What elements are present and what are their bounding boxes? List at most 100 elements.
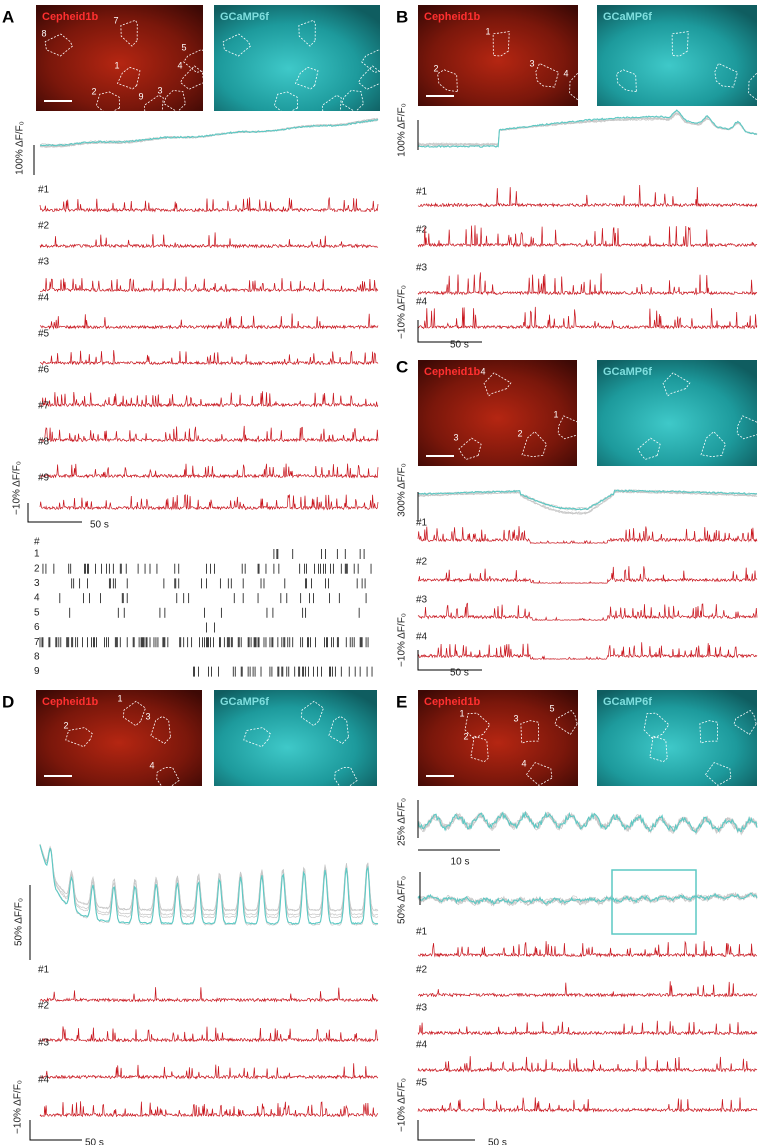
scale-label: −10% ΔF/F₀ bbox=[397, 1078, 408, 1132]
roi-label: 9 bbox=[138, 91, 143, 101]
image-title: Cepheid1b bbox=[42, 11, 99, 23]
summary-trace bbox=[417, 113, 758, 145]
image-title: Cepheid1b bbox=[42, 696, 99, 708]
mean-trace bbox=[417, 810, 758, 834]
roi-outline bbox=[334, 767, 358, 792]
roi-outline bbox=[300, 700, 324, 727]
roi-outline bbox=[298, 19, 316, 47]
trace-label: #9 bbox=[38, 473, 50, 484]
trace-label: #2 bbox=[416, 965, 428, 976]
roi-label: 4 bbox=[177, 60, 182, 70]
trace-label: #1 bbox=[416, 187, 428, 198]
image-title: Cepheid1b bbox=[424, 11, 481, 23]
scale-label: 300% ΔF/F₀ bbox=[397, 463, 408, 517]
trace-label: #1 bbox=[38, 965, 50, 976]
roi-outline bbox=[179, 65, 205, 90]
image-title: GCaMP6f bbox=[220, 696, 269, 708]
roi-label: 8 bbox=[41, 28, 46, 38]
roi-outline bbox=[361, 49, 385, 73]
roi-label: 3 bbox=[453, 432, 458, 442]
mean-trace bbox=[417, 109, 758, 148]
micrograph bbox=[418, 360, 577, 466]
trace-label: #2 bbox=[38, 221, 50, 232]
roi-outline bbox=[714, 62, 738, 88]
voltage-trace bbox=[417, 602, 758, 621]
roi-label: 1 bbox=[553, 409, 558, 419]
trace-label: #7 bbox=[38, 401, 50, 412]
roi-outline bbox=[243, 727, 271, 748]
roi-outline bbox=[557, 415, 581, 440]
voltage-trace bbox=[39, 494, 379, 511]
summary-trace bbox=[39, 119, 379, 146]
roi-outline bbox=[95, 91, 120, 115]
scale-label: −10% ΔF/F₀ bbox=[397, 285, 408, 339]
micrograph bbox=[597, 360, 757, 466]
roi-outline bbox=[116, 66, 141, 90]
trace-label: #4 bbox=[38, 1075, 50, 1086]
image-title: GCaMP6f bbox=[603, 11, 652, 23]
roi-label: 4 bbox=[563, 68, 568, 78]
roi-label: 2 bbox=[433, 63, 438, 73]
trace-label: #3 bbox=[38, 257, 50, 268]
scale-label: 50 s bbox=[450, 340, 469, 351]
voltage-trace bbox=[417, 940, 758, 958]
roi-label: 3 bbox=[145, 711, 150, 721]
roi-label: 1 bbox=[485, 26, 490, 36]
image-title: Cepheid1b bbox=[424, 696, 481, 708]
trace-label: #4 bbox=[38, 293, 50, 304]
raster-row-label: 1 bbox=[34, 549, 40, 560]
scale-bar bbox=[417, 320, 482, 343]
voltage-trace bbox=[39, 391, 379, 408]
trace-label: #1 bbox=[416, 518, 428, 529]
trace-label: #3 bbox=[416, 263, 428, 274]
roi-outline bbox=[183, 49, 207, 73]
roi-label: 7 bbox=[113, 15, 118, 25]
trace-label: #2 bbox=[416, 225, 428, 236]
raster-row-label: 2 bbox=[34, 563, 40, 574]
roi-outline bbox=[458, 437, 482, 460]
roi-label: 1 bbox=[114, 60, 119, 70]
roi-outline bbox=[156, 767, 180, 792]
trace-label: #1 bbox=[416, 927, 428, 938]
roi-outline bbox=[328, 715, 349, 745]
trace-label: #2 bbox=[416, 557, 428, 568]
raster-row-label: 8 bbox=[34, 652, 40, 663]
roi-outline bbox=[535, 62, 559, 88]
micrograph bbox=[214, 690, 377, 786]
voltage-trace bbox=[39, 313, 379, 330]
panel-label: E bbox=[396, 692, 407, 711]
summary-trace bbox=[39, 843, 379, 916]
raster-row-label: 4 bbox=[34, 593, 40, 604]
roi-label: 4 bbox=[480, 366, 485, 376]
voltage-trace bbox=[417, 1056, 758, 1073]
roi-label: 5 bbox=[181, 42, 186, 52]
scale-label: 50 s bbox=[85, 1138, 104, 1145]
trace-label: #3 bbox=[416, 1003, 428, 1014]
mean-trace bbox=[39, 118, 379, 147]
mean-trace bbox=[39, 844, 379, 925]
scale-label: 25% ΔF/F₀ bbox=[397, 798, 408, 846]
trace-label: #8 bbox=[38, 437, 50, 448]
image-title: GCaMP6f bbox=[603, 696, 652, 708]
voltage-trace bbox=[417, 306, 758, 330]
mean-trace bbox=[417, 892, 758, 905]
panel-label: B bbox=[396, 7, 408, 26]
roi-outline bbox=[700, 431, 726, 458]
roi-label: 4 bbox=[149, 760, 154, 770]
raster-row-label: 3 bbox=[34, 578, 40, 589]
trace-label: #4 bbox=[416, 1040, 428, 1051]
trace-label: #5 bbox=[38, 329, 50, 340]
zoom-box bbox=[611, 869, 697, 935]
roi-outline bbox=[273, 91, 298, 115]
roi-outline bbox=[470, 735, 489, 763]
voltage-trace bbox=[39, 232, 379, 249]
roi-label: 3 bbox=[529, 58, 534, 68]
summary-trace bbox=[417, 112, 758, 146]
trace-label: #2 bbox=[38, 1001, 50, 1012]
micrograph bbox=[36, 690, 202, 786]
roi-outline bbox=[733, 710, 757, 735]
roi-outline bbox=[492, 31, 510, 57]
roi-outline bbox=[662, 372, 691, 397]
trace-label: #3 bbox=[416, 595, 428, 606]
mean-trace bbox=[417, 489, 758, 511]
